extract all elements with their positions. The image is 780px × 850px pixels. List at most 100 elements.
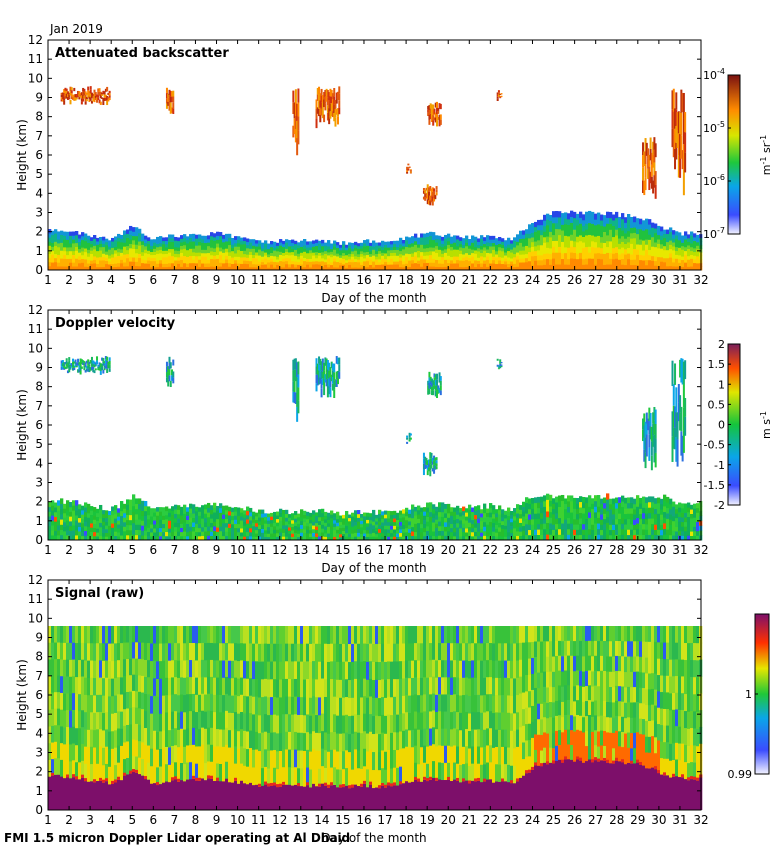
heatmap-cell xyxy=(474,250,478,254)
heatmap-cell xyxy=(285,524,289,530)
heatmap-cell xyxy=(465,235,469,240)
heatmap-cell xyxy=(558,258,562,265)
heatmap-cell xyxy=(85,368,88,372)
heatmap-cell xyxy=(585,534,589,541)
heatmap-cell xyxy=(652,423,655,436)
heatmap-cell xyxy=(339,515,343,520)
heatmap-cell xyxy=(438,502,442,508)
heatmap-cell xyxy=(321,532,325,537)
heatmap-cell xyxy=(498,522,502,528)
heatmap-cell xyxy=(465,242,469,247)
heatmap-cell xyxy=(92,369,95,373)
heatmap-cell xyxy=(468,522,472,528)
heatmap-cell xyxy=(645,228,649,235)
heatmap-cell xyxy=(468,509,472,514)
heatmap-cell xyxy=(324,264,328,268)
heatmap-cell xyxy=(477,518,481,524)
heatmap-cell xyxy=(156,263,160,268)
heatmap-cell xyxy=(417,505,421,511)
heatmap-cell xyxy=(144,252,148,257)
heatmap-cell xyxy=(639,223,643,230)
heatmap-cell xyxy=(337,108,340,117)
heatmap-cell xyxy=(338,100,341,108)
heatmap-cell xyxy=(444,512,448,518)
heatmap-cell xyxy=(411,508,415,514)
heatmap-cell xyxy=(285,509,289,514)
heatmap-cell xyxy=(609,524,613,531)
heatmap-cell xyxy=(651,496,655,503)
heatmap-cell xyxy=(648,523,652,530)
heatmap-cell xyxy=(297,387,300,401)
heatmap-cell xyxy=(612,514,616,520)
heatmap-cell xyxy=(219,526,223,532)
heatmap-cell xyxy=(330,96,333,104)
heatmap-cell xyxy=(591,223,595,230)
heatmap-cell xyxy=(492,239,496,244)
heatmap-cell xyxy=(687,237,691,242)
heatmap-cell xyxy=(92,93,95,97)
heatmap-cell xyxy=(276,256,280,260)
heatmap-cell xyxy=(108,529,112,534)
heatmap-cell xyxy=(375,524,379,528)
heatmap-cell xyxy=(108,364,111,369)
heatmap-cell xyxy=(96,237,100,242)
heatmap-cell xyxy=(480,259,484,264)
heatmap-cell xyxy=(334,100,337,109)
heatmap-cell xyxy=(228,266,232,271)
heatmap-cell xyxy=(300,509,304,514)
heatmap-cell xyxy=(693,517,697,523)
heatmap-cell xyxy=(204,252,208,257)
heatmap-cell xyxy=(90,506,94,511)
heatmap-cell xyxy=(296,406,299,422)
heatmap-cell xyxy=(504,258,508,262)
heatmap-cell xyxy=(114,518,118,523)
heatmap-cell xyxy=(576,264,580,271)
heatmap-cell xyxy=(606,229,610,236)
heatmap-cell xyxy=(195,266,199,271)
heatmap-cell xyxy=(210,266,214,271)
heatmap-cell xyxy=(534,265,538,271)
heatmap-cell xyxy=(447,244,451,249)
heatmap-cell xyxy=(643,151,646,166)
heatmap-cell xyxy=(684,535,688,541)
heatmap-cell xyxy=(126,249,130,255)
heatmap-cell xyxy=(425,193,428,196)
y-tick-label: 2 xyxy=(35,225,43,239)
heatmap-cell xyxy=(345,249,349,253)
heatmap-cell xyxy=(338,107,341,115)
heatmap-cell xyxy=(432,251,436,256)
heatmap-cell xyxy=(399,517,403,523)
heatmap-cell xyxy=(336,525,340,530)
heatmap-cell xyxy=(106,86,109,92)
heatmap-cell xyxy=(96,266,100,271)
heatmap-cell xyxy=(297,88,300,103)
heatmap-cell xyxy=(666,529,670,536)
heatmap-cell xyxy=(429,530,433,536)
heatmap-cell xyxy=(246,263,250,268)
heatmap-cell xyxy=(63,503,67,509)
heatmap-cell xyxy=(77,369,80,373)
heatmap-cell xyxy=(672,405,675,428)
heatmap-cell xyxy=(348,242,352,246)
heatmap-cell xyxy=(492,526,496,532)
heatmap-cell xyxy=(93,531,97,537)
heatmap-cell xyxy=(219,266,223,271)
heatmap-cell xyxy=(648,512,652,519)
heatmap-cell xyxy=(678,525,682,532)
heatmap-cell xyxy=(675,535,679,541)
y-tick-label: 5 xyxy=(35,437,43,451)
heatmap-cell xyxy=(363,246,367,250)
heatmap-cell xyxy=(312,521,316,526)
heatmap-cell xyxy=(570,240,574,247)
heatmap-cell xyxy=(498,505,502,511)
heatmap-cell xyxy=(426,262,430,267)
heatmap-cell xyxy=(330,90,333,97)
heatmap-cell xyxy=(66,500,70,506)
heatmap-cell xyxy=(258,243,262,247)
heatmap-cell xyxy=(555,507,559,514)
heatmap-cell xyxy=(243,240,247,245)
heatmap-cell xyxy=(648,178,651,191)
heatmap-cell xyxy=(258,261,262,265)
heatmap-cell xyxy=(588,228,592,235)
heatmap-cell xyxy=(102,521,106,526)
